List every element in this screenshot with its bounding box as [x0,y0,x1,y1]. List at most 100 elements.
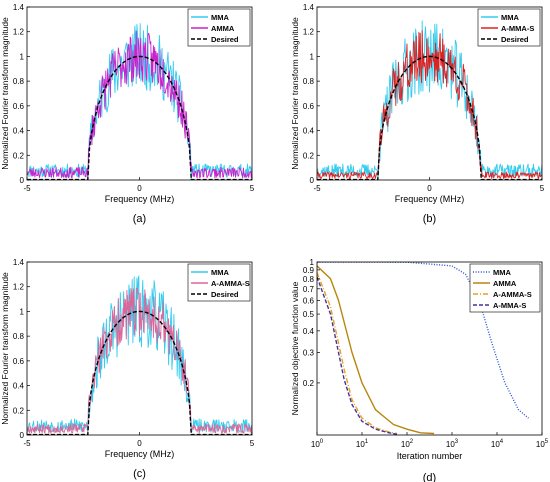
legend-label: A-AMMA-S [493,290,532,299]
legend-label: MMA [501,13,519,22]
legend-label: MMA [211,268,229,277]
x-axis-label: Iteration number [397,451,463,461]
plot-area [27,23,252,180]
y-tick-label: 0.4 [303,327,315,336]
legend-label: AMMA [211,24,235,33]
x-tick-exponent: 3 [455,439,459,445]
y-tick-label: 1.2 [13,28,25,37]
y-axis-label: Normalized Fourier transform magnitude [0,17,10,170]
y-tick-label: 0.6 [13,357,25,366]
y-tick-label: 0.6 [303,296,315,305]
y-tick-label: 1.2 [13,283,25,292]
series-line-a-amma-s [27,287,252,434]
x-tick-base: 10 [356,440,365,449]
x-tick-label: 103 [446,439,459,449]
axes-frame [316,261,543,436]
x-tick-label: 5 [250,439,255,448]
x-tick-exponent: 1 [365,439,369,445]
x-tick-base: 10 [536,440,545,449]
y-tick-label: 0.8 [303,77,315,86]
y-tick-label: 0.4 [303,127,315,136]
y-tick-label: 0.8 [13,77,25,86]
x-tick-exponent: 2 [410,439,414,445]
series-line-amma [27,30,252,180]
x-tick-label: 5 [540,184,545,193]
legend-label: A-MMA-S [493,301,526,310]
x-tick-base: 10 [401,440,410,449]
x-tick-label: 105 [536,439,549,449]
y-tick-label: 0.2 [303,151,315,160]
legend-label: Desired [501,35,529,44]
legend-label: Desired [211,35,239,44]
x-tick-label: -5 [313,184,321,193]
legend-label: A-MMA-S [501,24,534,33]
legend: MMA AMMA A-AMMA-S A-MMA-S [469,263,541,313]
y-tick-label: 0 [20,431,25,440]
panel-caption: (b) [423,213,436,225]
x-tick-exponent: 0 [320,439,324,445]
y-tick-label: 0 [20,176,25,185]
panel-caption: (c) [133,468,146,480]
x-tick-base: 10 [446,440,455,449]
y-tick-label: 0.8 [303,275,315,284]
y-axis-label: Normalized Fourier transform magnitude [0,272,10,425]
x-axis-label: Frequency (MHz) [105,194,175,204]
plot-area [317,20,542,180]
series-line-amma [317,265,435,435]
legend-label: A-AMMA-S [211,279,250,288]
x-tick-label: 101 [356,439,369,449]
x-tick-label: 0 [137,184,142,193]
series-line-desired [317,55,542,180]
y-tick-label: 0.6 [13,102,25,111]
y-tick-label: 0 [310,176,315,185]
panel-caption: (a) [133,213,146,225]
y-tick-label: 0.9 [303,266,315,275]
y-tick-label: 0.7 [303,285,315,294]
y-axis-label: Normalized objective function value [290,281,300,415]
legend-label: Desired [211,290,239,299]
legend: MMA AMMA Desired [187,8,251,47]
series-line-a-mma-s [317,30,542,180]
series-line-mma [27,23,252,180]
y-tick-label: 1 [310,258,315,267]
panel-caption: (d) [423,472,436,482]
y-tick-label: 0.4 [13,127,25,136]
y-tick-label: 0.8 [13,332,25,341]
y-tick-label: 1.4 [13,3,25,12]
y-tick-label: 0.2 [13,151,25,160]
x-tick-label: 5 [250,184,255,193]
x-tick-base: 10 [311,440,320,449]
y-tick-label: 0.3 [303,348,315,357]
series-line-desired [27,55,252,180]
legend-label: MMA [211,13,229,22]
y-tick-label: 0.6 [303,102,315,111]
plot-area [27,275,252,435]
y-tick-label: 1.4 [303,3,315,12]
legend-label: AMMA [493,279,517,288]
x-tick-base: 10 [491,440,500,449]
x-tick-exponent: 4 [500,439,504,445]
legend-label: MMA [493,268,511,277]
series-line-a-mma-s [317,276,398,435]
y-tick-label: 0.2 [13,406,25,415]
y-tick-label: 1 [20,52,25,61]
y-tick-label: 1.2 [303,28,315,37]
x-tick-label: 0 [137,439,142,448]
x-tick-label: 100 [311,439,324,449]
y-tick-label: 0.2 [303,379,315,388]
x-tick-exponent: 5 [545,439,549,445]
series-line-a-amma-s [317,272,398,435]
plot-area [317,262,529,435]
x-tick-label: 102 [401,439,414,449]
y-tick-label: 1 [20,307,25,316]
x-axis-label: Frequency (MHz) [105,449,175,459]
x-tick-label: -5 [23,184,31,193]
legend: MMA A-AMMA-S Desired [187,263,251,302]
x-axis-label: Frequency (MHz) [395,194,465,204]
x-tick-label: -5 [23,439,31,448]
